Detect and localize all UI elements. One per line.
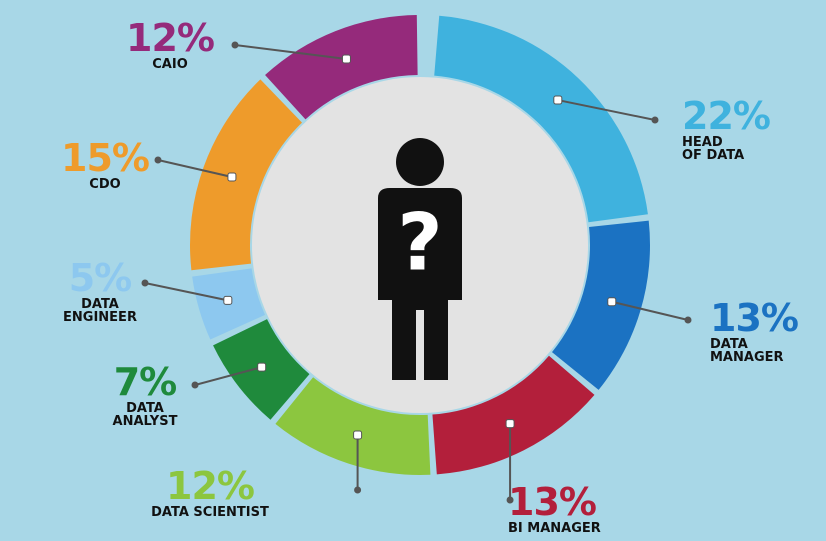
slice-dot (341, 54, 351, 64)
slice (265, 15, 418, 120)
percent-label: 12% (126, 16, 215, 60)
slice-dot (505, 419, 515, 429)
slice-label: 12% CAIO (110, 18, 230, 71)
leader-line (234, 44, 347, 61)
slice-dot (553, 95, 563, 105)
slice-label: 15% CDO (40, 138, 170, 191)
slice (432, 355, 595, 475)
leader-dot (506, 496, 514, 504)
slice (190, 79, 303, 271)
leader-dot (684, 316, 692, 324)
person-icon (378, 138, 462, 380)
slice-dot (227, 172, 237, 182)
leader-line (144, 282, 229, 302)
leader-dot (191, 381, 199, 389)
slice-label: 13% DATA MANAGER (710, 298, 826, 364)
category-label: HEAD OF DATA (682, 135, 745, 163)
percent-label: 13% (508, 480, 597, 524)
category-label: CDO (89, 177, 121, 192)
slice-label: 22% HEAD OF DATA (682, 96, 822, 162)
category-label: DATA SCIENTIST (151, 505, 269, 520)
leader-dot (354, 486, 362, 494)
leader-line (611, 300, 689, 321)
leader-dot (141, 279, 149, 287)
category-label: DATA ANALYST (112, 401, 178, 429)
leader-line (194, 366, 262, 386)
leader-line (157, 159, 233, 178)
slice-dot (607, 297, 617, 307)
slice-label: 5% DATA ENGINEER (40, 258, 160, 324)
leader-line (557, 99, 656, 121)
percent-label: 13% (710, 296, 799, 340)
percent-label: 22% (682, 94, 771, 138)
slice-label: 12% DATA SCIENTIST (110, 466, 310, 519)
slice-dot (353, 430, 363, 440)
leader-dot (154, 156, 162, 164)
leader-dot (231, 41, 239, 49)
category-label: DATA ENGINEER (63, 297, 137, 325)
slice (552, 220, 650, 390)
slice-label: 7% DATA ANALYST (95, 362, 195, 428)
question-mark: ? (397, 198, 442, 288)
slice (434, 15, 648, 223)
percent-label: 15% (61, 136, 150, 180)
slice-label: 13% BI MANAGER (508, 482, 648, 535)
percent-label: 7% (113, 360, 178, 404)
category-label: DATA MANAGER (710, 337, 784, 365)
leader-dot (651, 116, 659, 124)
slice (275, 377, 431, 475)
slice-dot (223, 295, 233, 305)
slice-dot (257, 362, 267, 372)
category-label: BI MANAGER (508, 521, 601, 536)
category-label: CAIO (152, 57, 188, 72)
percent-label: 5% (68, 256, 133, 300)
percent-label: 12% (166, 464, 255, 508)
